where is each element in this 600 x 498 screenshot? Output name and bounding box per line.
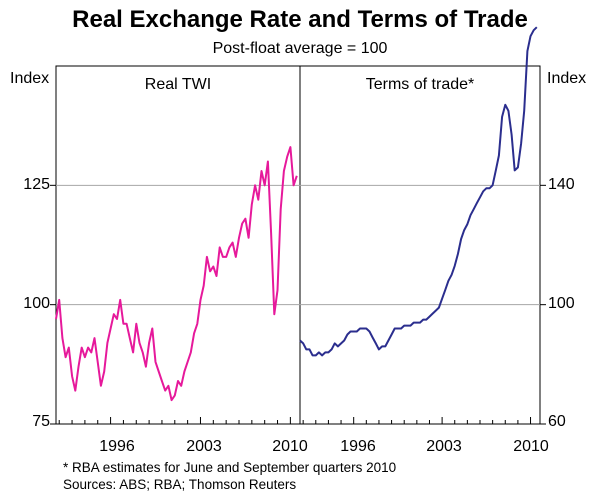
sources-note: Sources: ABS; RBA; Thomson Reuters — [63, 477, 297, 492]
x-tick-label: 2010 — [272, 438, 308, 455]
x-tick-label: 2010 — [513, 438, 549, 455]
right-axis-label: Index — [547, 70, 587, 87]
right-y-tick-label: 140 — [548, 176, 575, 193]
left-y-tick-label: 100 — [23, 295, 50, 312]
panel-label-terms-of-trade: Terms of trade* — [365, 76, 475, 93]
series-line-terms-of-trade — [299, 26, 538, 357]
x-tick-label: 1996 — [99, 438, 135, 455]
x-tick-label: 2003 — [426, 438, 462, 455]
chart-title: Real Exchange Rate and Terms of Trade — [72, 6, 528, 33]
right-y-tick-label: 60 — [548, 413, 566, 430]
x-tick-label: 1996 — [340, 438, 376, 455]
left-y-tick-label: 125 — [23, 176, 50, 193]
x-tick-label: 2003 — [186, 438, 222, 455]
panel-label-real-twi: Real TWI — [144, 76, 212, 93]
left-axis-label: Index — [10, 70, 50, 87]
series-line-real-twi — [55, 146, 298, 402]
chart-subtitle: Post-float average = 100 — [212, 40, 388, 57]
plot-frame — [55, 65, 541, 425]
right-y-tick-label: 100 — [548, 295, 575, 312]
footnote: * RBA estimates for June and September q… — [63, 460, 397, 475]
left-y-tick-label: 75 — [32, 413, 50, 430]
